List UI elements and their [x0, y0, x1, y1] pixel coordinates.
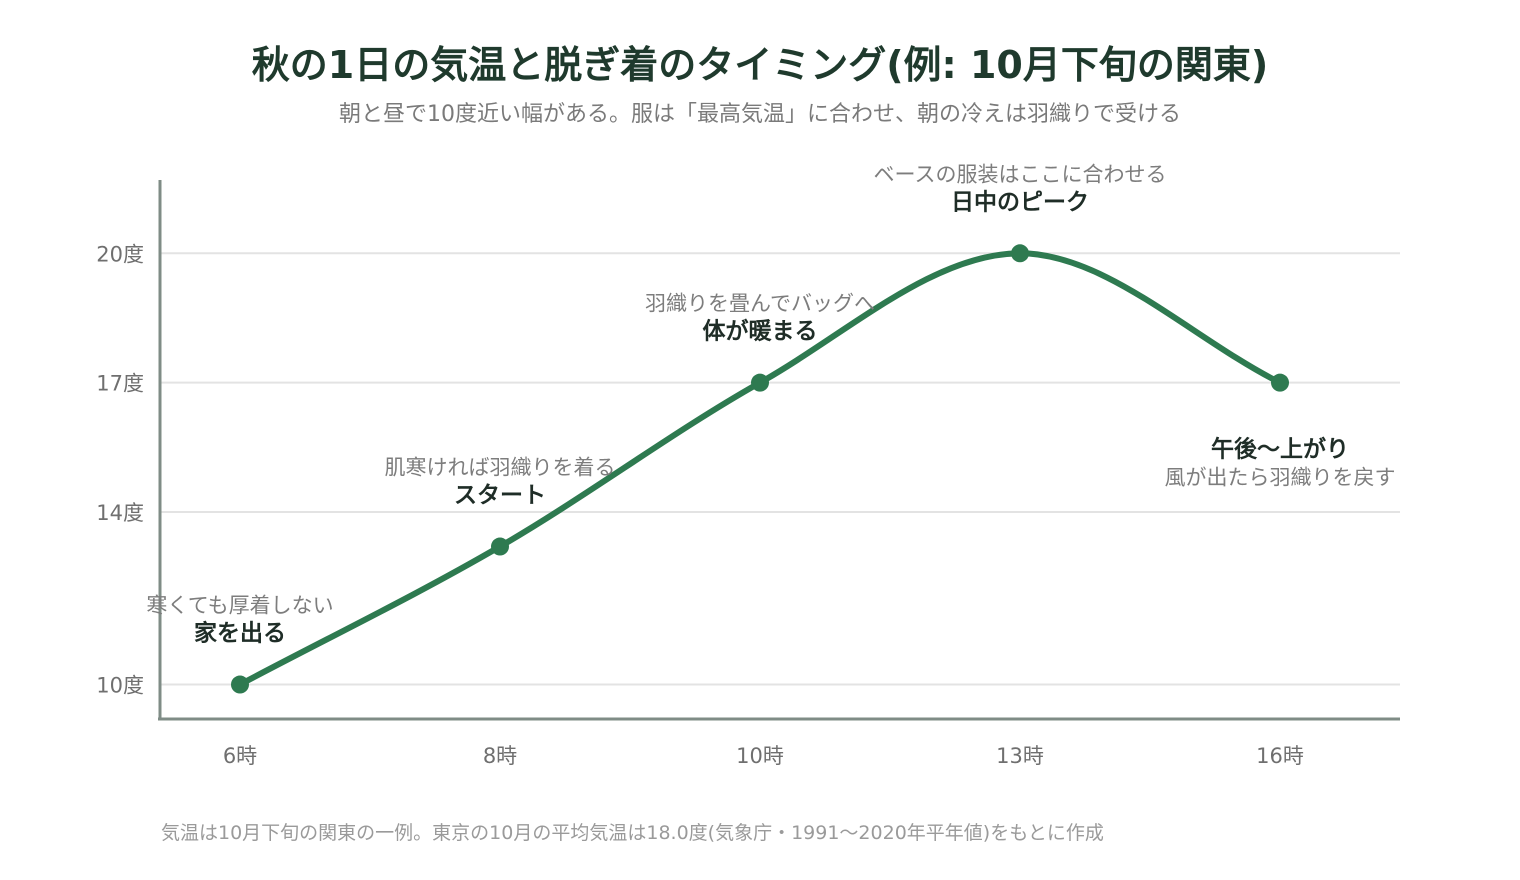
- y-tick-label: 14度: [96, 501, 144, 525]
- annotation-note: ベースの服装はここに合わせる: [874, 162, 1167, 186]
- annotation-note: 寒くても厚着しない: [146, 594, 333, 618]
- y-tick-label: 17度: [96, 372, 144, 396]
- annotation-note: 肌寒ければ羽織りを着る: [385, 456, 616, 480]
- data-point: [1011, 244, 1029, 263]
- data-point: [751, 373, 769, 392]
- y-tick-label: 20度: [96, 242, 144, 266]
- data-points: [231, 244, 1289, 694]
- annotation-title: 午後〜上がり: [1211, 436, 1349, 463]
- data-point: [1271, 373, 1289, 392]
- data-point: [491, 537, 509, 556]
- y-axis-ticks: 10度 14度 17度 20度: [96, 242, 144, 697]
- x-tick-label: 13時: [996, 744, 1044, 768]
- x-axis-ticks: 6時 8時 10時 13時 16時: [223, 744, 1304, 768]
- annotation-title: 体が暖まる: [703, 318, 818, 345]
- data-point: [231, 675, 249, 694]
- annotation-title: スタート: [454, 483, 546, 509]
- chart-subtitle: 朝と昼で10度近い幅がある。服は「最高気温」に合わせ、朝の冷えは羽織りで受ける: [339, 102, 1181, 127]
- x-tick-label: 16時: [1256, 744, 1304, 768]
- annotation-note: 風が出たら羽織りを戻す: [1165, 466, 1396, 490]
- y-tick-label: 10度: [96, 674, 144, 698]
- x-tick-label: 10時: [736, 744, 784, 768]
- x-tick-label: 6時: [223, 744, 257, 768]
- annotation-title: 家を出る: [194, 620, 286, 647]
- source-footnote: 気温は10月下旬の関東の一例。東京の10月の平均気温は18.0度(気象庁・199…: [161, 822, 1104, 844]
- chart-title: 秋の1日の気温と脱ぎ着のタイミング(例: 10月下旬の関東): [251, 43, 1269, 87]
- x-tick-label: 8時: [483, 744, 517, 768]
- gridlines: [160, 252, 1400, 686]
- annotation-note: 羽織りを畳んでバッグへ: [645, 292, 875, 316]
- annotation-title: 日中のピーク: [951, 189, 1089, 215]
